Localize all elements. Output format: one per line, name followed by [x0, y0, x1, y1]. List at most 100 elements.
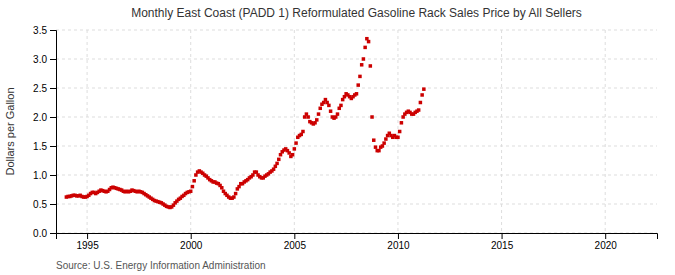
y-axis: 0.0 0.5 1.0 1.5 2.0 2.5 3.0 3.5	[33, 25, 56, 239]
tick-mark	[50, 175, 56, 176]
tick-mark	[50, 117, 56, 118]
tick: 0.0	[33, 228, 56, 239]
y-axis-label: Dollars per Gallon	[4, 87, 16, 175]
point	[374, 145, 378, 149]
tick: 3.5	[33, 25, 56, 36]
point	[220, 186, 224, 190]
tick-mark	[191, 233, 192, 239]
point	[400, 121, 404, 125]
tick: 2000	[180, 233, 203, 251]
grid-line	[501, 30, 502, 233]
point	[277, 158, 281, 162]
tick-mark	[50, 233, 56, 234]
point	[358, 75, 362, 79]
grid-line	[190, 30, 191, 233]
point	[377, 149, 381, 153]
point	[293, 147, 297, 151]
tick-label: 0.0	[33, 228, 47, 239]
point	[422, 87, 426, 91]
grid-line	[56, 175, 657, 176]
tick-mark	[50, 204, 56, 205]
tick-mark	[502, 233, 503, 239]
point	[355, 92, 359, 96]
grid	[56, 30, 657, 233]
tick-mark	[50, 146, 56, 147]
tick-label: 1.5	[33, 141, 47, 152]
point	[363, 46, 367, 50]
points	[65, 37, 426, 209]
point	[382, 141, 386, 145]
point	[275, 162, 279, 166]
point	[315, 118, 319, 122]
point	[294, 141, 298, 145]
point	[306, 115, 310, 119]
point	[301, 130, 305, 134]
annotation: Source: U.S. Energy Information Administ…	[56, 260, 266, 271]
grid-line	[605, 30, 606, 233]
point	[360, 63, 364, 67]
point	[234, 192, 238, 196]
tick: 2.0	[33, 112, 56, 123]
tick: 2020	[595, 233, 618, 251]
point	[396, 136, 400, 140]
tick-label: 3.0	[33, 54, 47, 65]
tick-mark	[87, 233, 88, 239]
tick-label: 2.0	[33, 112, 47, 123]
point	[367, 40, 371, 44]
tick: 2015	[491, 233, 514, 251]
tick: 1.5	[33, 141, 56, 152]
tick: 1.0	[33, 170, 56, 181]
grid-line	[56, 204, 657, 205]
point	[192, 179, 196, 183]
point	[370, 115, 374, 119]
x-axis: 1995 2000 2005 2010 2015 2020	[57, 233, 658, 251]
tick-label: 2000	[180, 240, 203, 251]
grid-line	[56, 88, 657, 89]
point	[287, 151, 291, 155]
point	[417, 108, 421, 112]
title: Monthly East Coast (PADD 1) Reformulated…	[131, 6, 582, 20]
tick-mark	[50, 30, 56, 31]
grid-line	[56, 117, 657, 118]
point	[384, 137, 388, 141]
tick-label: 2005	[284, 240, 307, 251]
point	[398, 130, 402, 134]
point	[372, 138, 376, 142]
tick-label: 3.5	[33, 25, 47, 36]
tick-label: 2020	[595, 240, 618, 251]
tick-mark	[294, 233, 295, 239]
tick: 2005	[284, 233, 307, 251]
tick-label: 1.0	[33, 170, 47, 181]
tick: 1995	[76, 233, 99, 251]
tick-mark	[398, 233, 399, 239]
point	[317, 112, 321, 116]
tick-label: 2015	[491, 240, 514, 251]
point	[191, 185, 195, 189]
grid-line	[87, 30, 88, 233]
grid-line	[56, 59, 657, 60]
point	[369, 64, 373, 68]
tick: 3.0	[33, 54, 56, 65]
tick-label: 2010	[387, 240, 410, 251]
point	[362, 57, 366, 61]
point	[419, 101, 423, 105]
tick-label: 2.5	[33, 83, 47, 94]
tick: 2.5	[33, 83, 56, 94]
point	[339, 104, 343, 108]
point	[327, 104, 331, 108]
point	[336, 112, 340, 116]
point	[329, 109, 333, 113]
grid-line	[56, 30, 657, 31]
tick-label: 0.5	[33, 199, 47, 210]
tick-mark	[50, 88, 56, 89]
chart: 1995 2000 2005 2010 2015 2020 0.0 0.5 1.0 1.5 2.0 2…	[0, 0, 675, 275]
grid-line	[294, 30, 295, 233]
point	[318, 107, 322, 111]
point	[189, 189, 193, 193]
tick: 2010	[387, 233, 410, 251]
tick-label: 1995	[76, 240, 99, 251]
plot: 1995 2000 2005 2010 2015 2020 0.0 0.5 1.0 1.5 2.0 2…	[33, 25, 657, 251]
y-axis-line	[50, 31, 57, 234]
point	[356, 83, 360, 87]
point	[232, 195, 236, 199]
